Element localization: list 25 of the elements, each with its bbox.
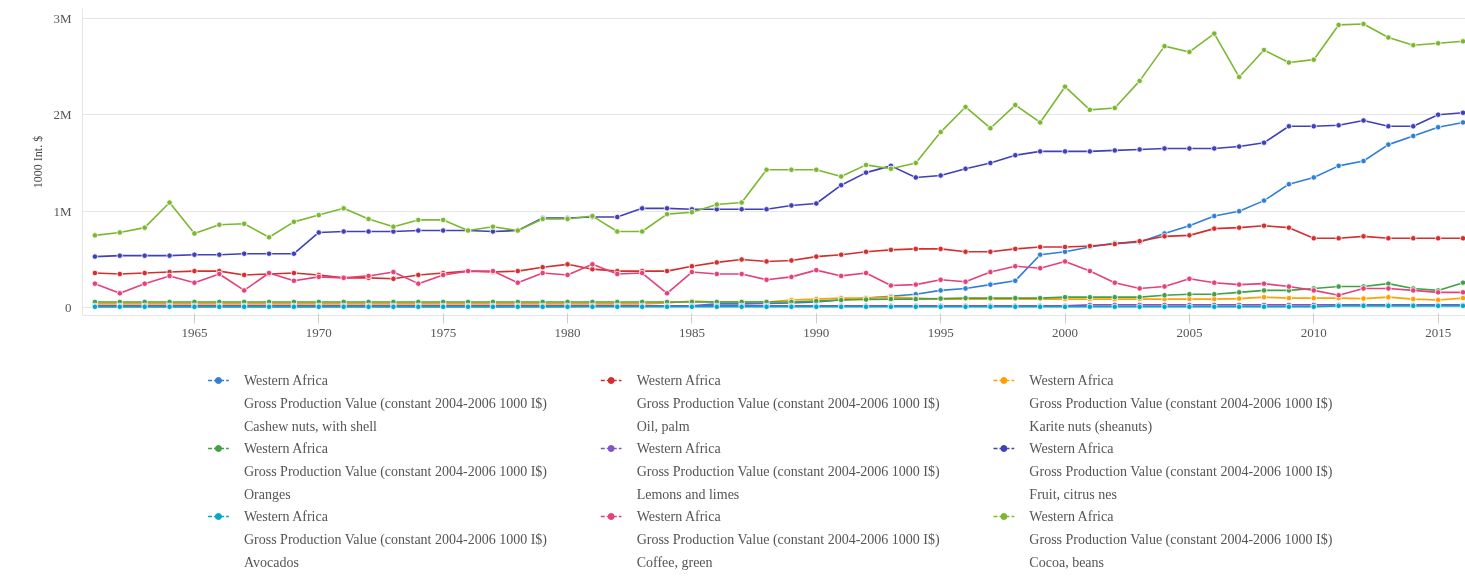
x-tick-label: 2010 — [1300, 324, 1327, 340]
y-tick-label: 0 — [65, 300, 72, 316]
y-tick-label: 1M — [53, 203, 72, 219]
legend-label: Western Africa Gross Production Value (constant 2004-2006 1000 I$) Coffee, green — [636, 509, 941, 570]
legend-label: Western Africa Gross Production Value (constant 2004-2006 1000 I$) Cashew nuts, with shell — [243, 373, 548, 434]
x-tick-label: 1975 — [430, 324, 457, 340]
x-tick-label: 1970 — [305, 324, 332, 340]
x-tick-label: 1995 — [927, 324, 954, 340]
x-tick-label: 1990 — [803, 324, 830, 340]
y-tick-label: 3M — [53, 10, 72, 26]
legend-label: Western Africa Gross Production Value (constant 2004-2006 1000 I$) Avocados — [243, 509, 548, 570]
legend-label: Western Africa Gross Production Value (constant 2004-2006 1000 I$) Oranges — [243, 441, 548, 502]
legend-label: Western Africa Gross Production Value (constant 2004-2006 1000 I$) Karite nuts (sheanuts) — [1029, 373, 1333, 435]
x-tick-label: 2015 — [1425, 324, 1452, 340]
x-tick-label: 2000 — [1052, 324, 1079, 340]
y-axis-title: 1000 Int. $ — [31, 135, 46, 189]
x-tick-label: 1980 — [554, 324, 581, 340]
legend-label: Western Africa Gross Production Value (constant 2004-2006 1000 I$) Lemons and limes — [636, 441, 941, 502]
legend-label: Western Africa Gross Production Value (constant 2004-2006 1000 I$) Cocoa, beans — [1029, 509, 1333, 570]
x-tick-label: 1985 — [678, 324, 705, 340]
x-tick-label: 1965 — [181, 324, 208, 340]
legend-label: Western Africa Gross Production Value (constant 2004-2006 1000 I$) Oil, palm — [636, 373, 941, 434]
legend-label: Western Africa Gross Production Value (constant 2004-2006 1000 I$) Fruit, citrus nes — [1029, 441, 1333, 502]
x-tick-label: 2005 — [1176, 324, 1203, 340]
y-tick-label: 2M — [53, 107, 72, 123]
